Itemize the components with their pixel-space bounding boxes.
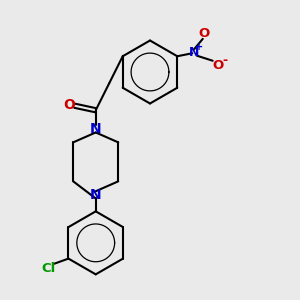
- Text: O: O: [199, 27, 210, 40]
- Text: Cl: Cl: [41, 262, 56, 275]
- Text: +: +: [195, 42, 203, 52]
- Text: -: -: [222, 54, 227, 67]
- Text: O: O: [63, 98, 75, 112]
- Text: N: N: [90, 188, 101, 202]
- Text: O: O: [212, 59, 224, 72]
- Text: N: N: [189, 46, 199, 59]
- Text: N: N: [90, 122, 101, 136]
